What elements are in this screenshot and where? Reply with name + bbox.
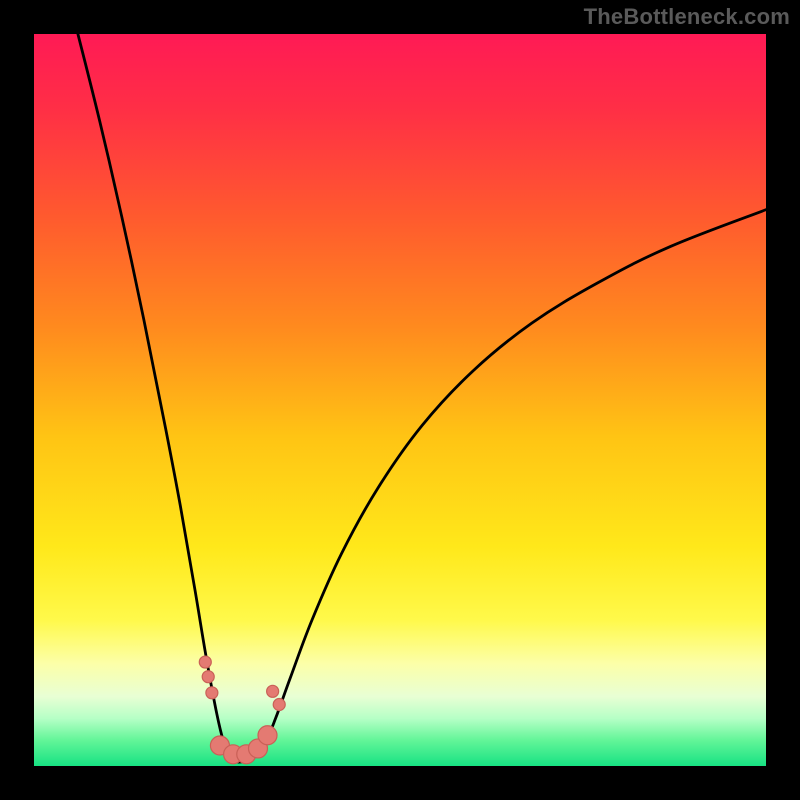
- marker-dot: [202, 671, 214, 683]
- bottleneck-chart: [34, 34, 766, 766]
- watermark-text: TheBottleneck.com: [584, 4, 790, 30]
- gradient-background: [34, 34, 766, 766]
- marker-dot: [267, 685, 279, 697]
- marker-blob: [258, 726, 277, 745]
- marker-dot: [273, 699, 285, 711]
- marker-dot: [199, 656, 211, 668]
- chart-frame: TheBottleneck.com: [0, 0, 800, 800]
- marker-dot: [206, 687, 218, 699]
